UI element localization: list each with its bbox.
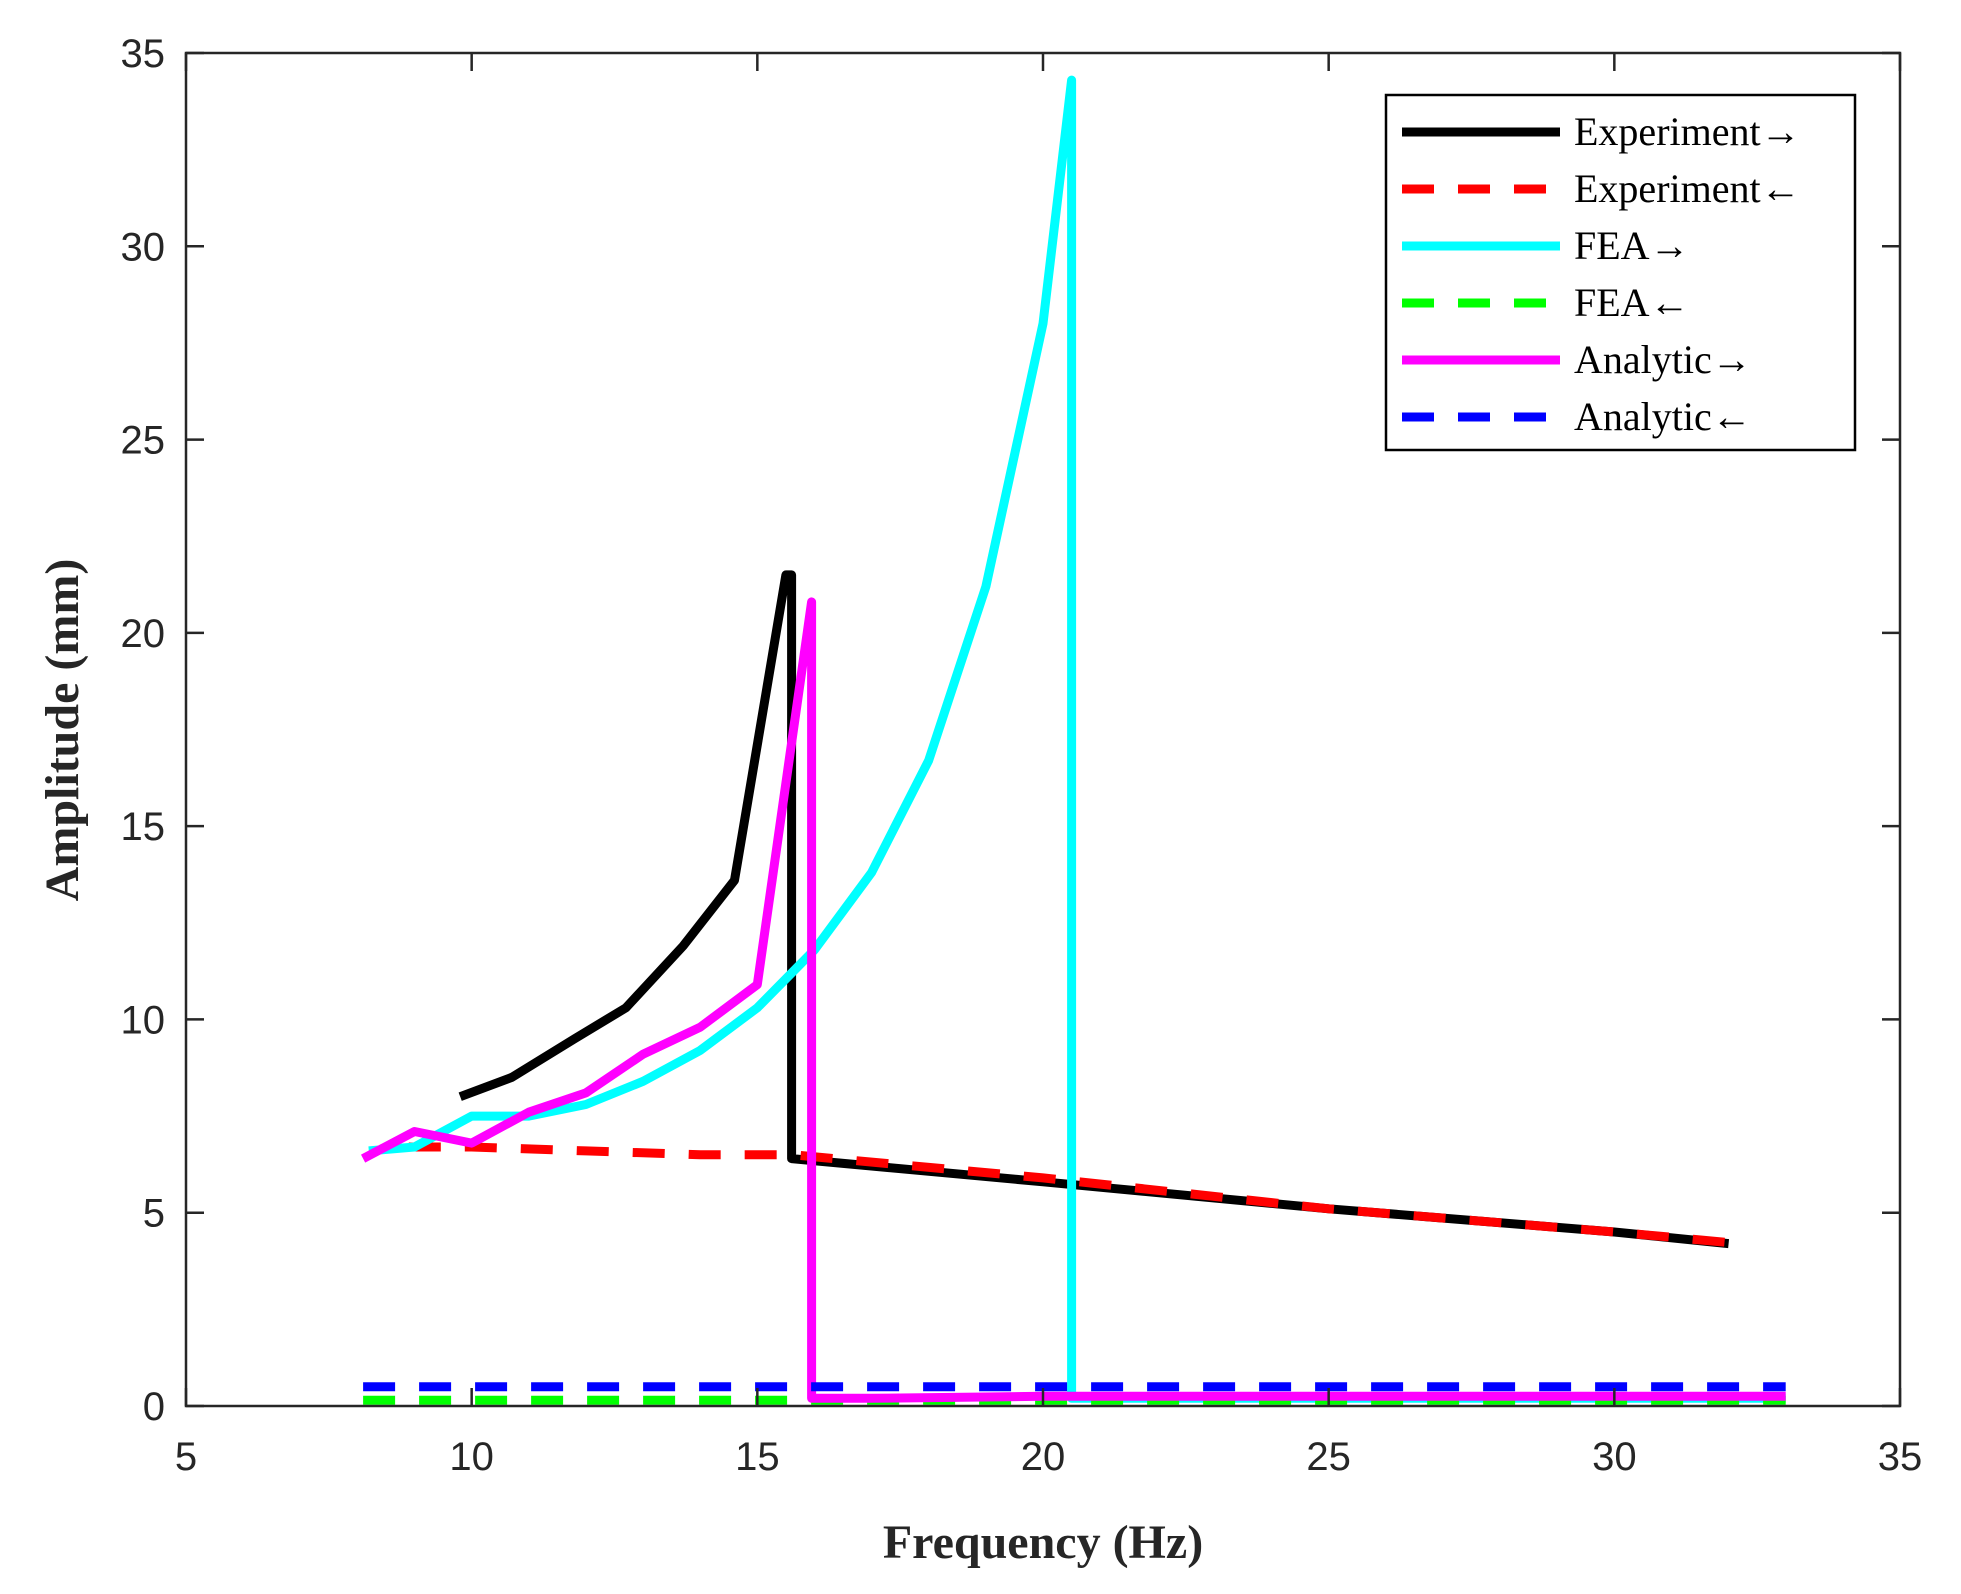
legend-label: FEA→ [1574, 223, 1690, 268]
y-tick-label: 5 [143, 1192, 165, 1236]
y-tick-label: 15 [121, 805, 166, 849]
legend-box [1384, 93, 1857, 452]
x-tick-label: 30 [1592, 1435, 1637, 1479]
y-tick-label: 30 [121, 225, 166, 269]
legend-label: Experiment← [1574, 166, 1801, 211]
x-tick-label: 20 [1021, 1435, 1066, 1479]
x-tick-label: 10 [449, 1435, 494, 1479]
x-axis-title: Frequency (Hz) [883, 1516, 1203, 1569]
legend: Experiment→ Experiment← FEA→ FEA← Analytic→ A… [1384, 93, 1857, 452]
legend-label: Experiment→ [1574, 109, 1801, 154]
legend-label: Analytic← [1574, 394, 1752, 439]
x-ticks: 5 10 15 20 25 30 35 [175, 53, 1922, 1479]
x-tick-label: 25 [1306, 1435, 1351, 1479]
x-tick-label: 35 [1878, 1435, 1923, 1479]
series-line-4 [361, 597, 1786, 1403]
y-tick-label: 0 [143, 1385, 165, 1429]
x-tick-label: 15 [735, 1435, 780, 1479]
y-tick-label: 35 [121, 32, 166, 76]
y-axis-title: Amplitude (mm) [36, 559, 89, 902]
series-layer [361, 75, 1786, 1405]
legend-label: FEA← [1574, 280, 1690, 325]
y-ticks: 0 5 10 15 20 25 30 35 [121, 32, 1900, 1429]
y-tick-label: 20 [121, 612, 166, 656]
x-tick-label: 5 [175, 1435, 197, 1479]
legend-label: Analytic→ [1574, 337, 1752, 382]
y-tick-label: 25 [121, 419, 166, 463]
y-tick-label: 10 [121, 998, 166, 1042]
legend-items: Experiment→ Experiment← FEA→ FEA← Analytic→ A… [1402, 109, 1801, 439]
